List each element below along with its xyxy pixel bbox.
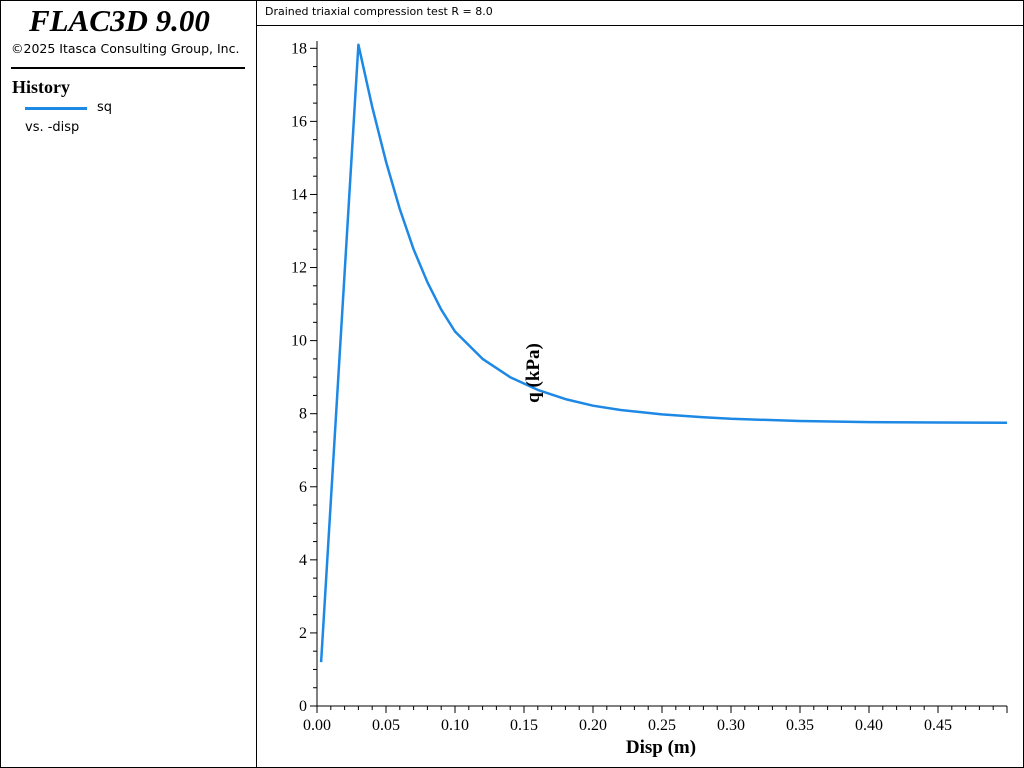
chart-title: Drained triaxial compression test R = 8.… [265, 5, 493, 18]
y-axis-label: q (kPa) [523, 343, 544, 403]
y-tick-label: 8 [299, 406, 307, 423]
y-tick-label: 6 [299, 479, 307, 496]
x-tick-label: 0.10 [441, 717, 469, 734]
x-tick-label: 0.35 [786, 717, 814, 734]
y-tick-label: 0 [299, 698, 307, 715]
legend-panel: FLAC3D 9.00 ©2025 Itasca Consulting Grou… [0, 0, 257, 768]
plot-view: Drained triaxial compression test R = 8.… [256, 0, 1024, 768]
axes [316, 41, 1007, 707]
plot-title-bar: Drained triaxial compression test R = 8.… [257, 1, 1023, 26]
legend-line-swatch [25, 107, 87, 110]
legend-vs-label: vs. -disp [25, 120, 80, 135]
x-axis-label: Disp (m) [626, 737, 696, 758]
x-tick-label: 0.30 [717, 717, 745, 734]
data-series [319, 43, 1008, 663]
x-tick-label: 0.05 [372, 717, 400, 734]
x-tick-label: 0.25 [648, 717, 676, 734]
x-tick-label: 0.45 [924, 717, 952, 734]
x-tick-label: 0.00 [303, 717, 331, 734]
legend-series-name: sq [97, 100, 113, 115]
x-tick-label: 0.40 [855, 717, 883, 734]
copyright-text: ©2025 Itasca Consulting Group, Inc. [11, 41, 240, 56]
header-divider [11, 67, 245, 69]
y-tick-label: 14 [291, 186, 307, 203]
y-tick-label: 2 [299, 625, 307, 642]
y-tick-label: 16 [291, 113, 307, 130]
y-tick-label: 12 [291, 260, 307, 277]
x-tick-label: 0.20 [579, 717, 607, 734]
series-line-sq [319, 43, 1008, 663]
tick-marks [310, 47, 1008, 713]
legend-heading: History [12, 77, 70, 97]
chart-canvas: 0 2 4 6 8 10 12 14 16 18 0.00 0.05 0.10 0.15 0.20 0.25 0… [291, 40, 1008, 758]
app-title: FLAC3D 9.00 [29, 3, 210, 38]
y-tick-label: 4 [299, 552, 307, 569]
y-tick-label: 10 [291, 333, 307, 350]
y-tick-label: 18 [291, 40, 307, 57]
x-tick-label: 0.15 [510, 717, 538, 734]
tick-labels: 0 2 4 6 8 10 12 14 16 18 0.00 0.05 0.10 0.15 0.20 0.25 0… [291, 40, 952, 734]
